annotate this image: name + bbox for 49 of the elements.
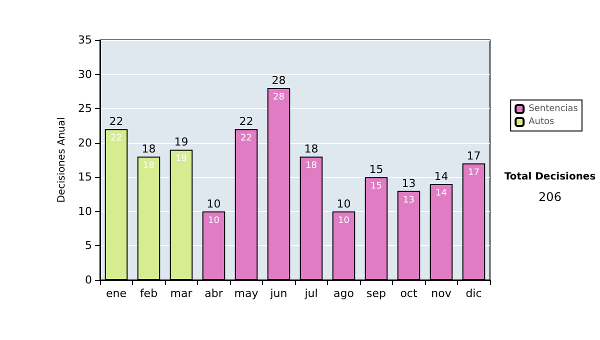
data-label: 22: [240, 134, 252, 144]
x-tick-label: may: [234, 287, 259, 300]
data-label: 17: [468, 168, 480, 178]
total-label: 10: [206, 197, 221, 210]
data-label: 19: [176, 154, 188, 164]
x-tick-label: oct: [400, 287, 418, 300]
x-tick-label: abr: [204, 287, 224, 300]
y-tick-label: 35: [78, 34, 92, 46]
y-tick-label: 15: [78, 170, 92, 184]
data-label: 18: [143, 161, 155, 172]
data-label: 28: [273, 92, 285, 102]
total-label: 13: [402, 176, 416, 190]
y-tick-label: 5: [85, 239, 92, 252]
data-label: 18: [306, 161, 318, 172]
total-label: 19: [174, 136, 188, 149]
total-label: 18: [142, 142, 156, 156]
y-tick-label: 25: [78, 102, 92, 116]
total-label: 18: [304, 142, 318, 156]
y-tick-label: 30: [78, 68, 92, 81]
total-label: 17: [466, 149, 481, 162]
data-label: 14: [436, 188, 448, 198]
x-tick-label: ago: [334, 287, 354, 300]
text: 206: [538, 190, 562, 204]
data-label: 22: [110, 134, 122, 144]
total-label: 15: [369, 163, 384, 176]
data-label: 15: [370, 182, 382, 192]
x-tick-label: dic: [466, 287, 482, 300]
text: Total Decisiones: [504, 172, 596, 182]
total-label: 22: [239, 115, 254, 128]
y-tick-label: 20: [78, 136, 92, 150]
legend-label: Autos: [528, 117, 555, 127]
x-tick-label: feb: [140, 287, 158, 300]
total-label: 22: [109, 115, 124, 128]
y-tick-label: 0: [85, 274, 92, 286]
y-axis-title: Decisiones Anual: [56, 117, 68, 203]
x-tick-label: sep: [366, 287, 386, 300]
data-label: 10: [208, 216, 220, 226]
x-tick-label: ene: [106, 287, 127, 300]
x-tick-label: mar: [170, 287, 193, 300]
total-label: 10: [336, 197, 351, 210]
total-label: 28: [272, 74, 286, 87]
x-tick-label: nov: [431, 287, 452, 300]
legend-label: Sentencias: [528, 104, 578, 114]
data-label: 10: [338, 216, 350, 226]
x-tick-label: jul: [304, 287, 318, 300]
total-label: 14: [434, 170, 448, 183]
data-label: 13: [403, 195, 414, 206]
x-tick-label: jun: [269, 287, 288, 300]
y-tick-label: 10: [78, 204, 92, 218]
